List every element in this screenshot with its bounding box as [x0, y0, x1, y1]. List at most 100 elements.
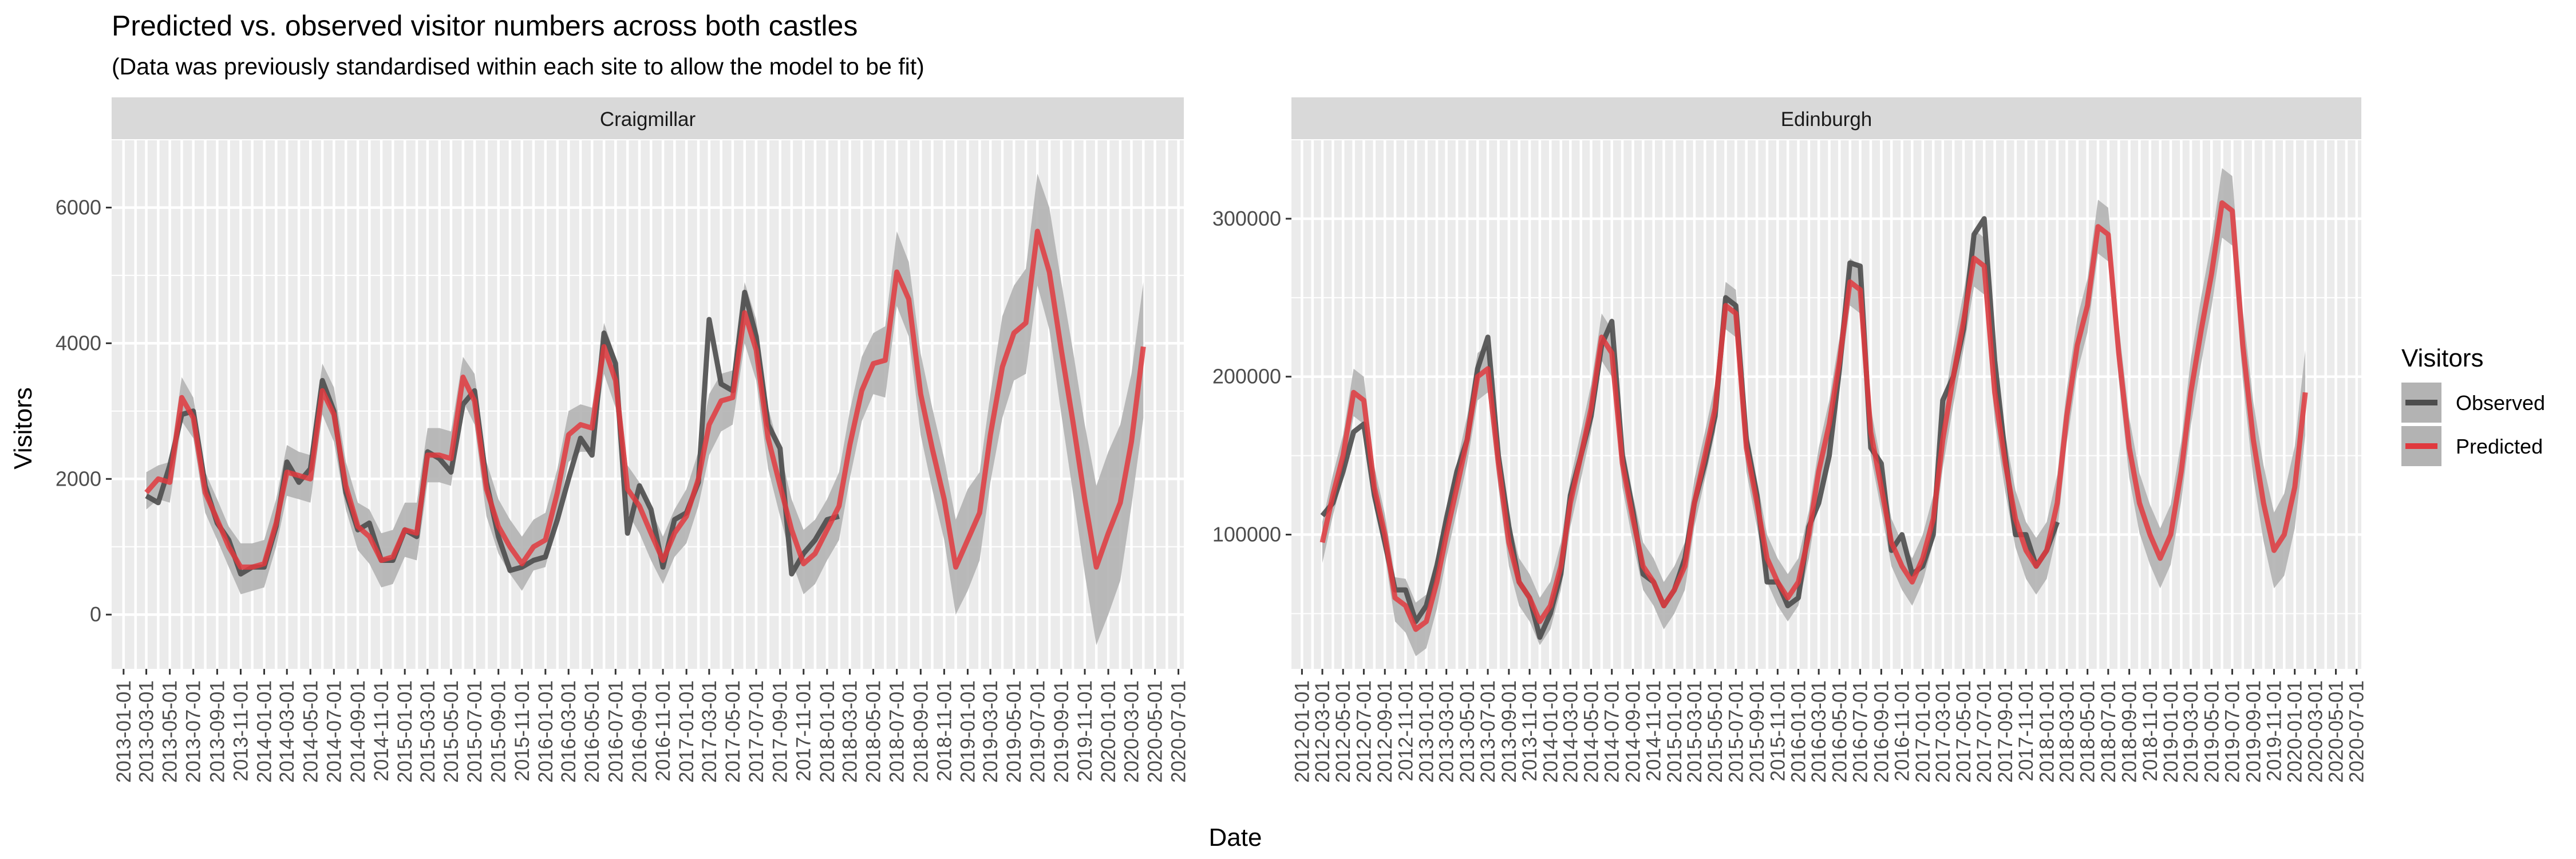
- x-tick-label: 2014-09-01: [347, 680, 369, 783]
- x-tick-label: 2013-09-01: [206, 680, 228, 783]
- x-tick-label: 2016-09-01: [1870, 680, 1893, 783]
- x-tick-label: 2018-03-01: [2056, 680, 2078, 783]
- legend-title: Visitors: [2401, 344, 2483, 372]
- y-tick-label: 4000: [56, 331, 101, 354]
- x-tick-label: 2016-11-01: [1891, 680, 1914, 781]
- x-tick-label: 2018-09-01: [2119, 680, 2141, 783]
- series-lines-edinburgh: [1319, 200, 2308, 640]
- x-tick-label: 2013-07-01: [1477, 680, 1499, 783]
- x-tick-label: 2017-03-01: [1932, 680, 1954, 783]
- x-tick-label: 2013-03-01: [136, 680, 158, 783]
- x-tick-label: 2020-05-01: [2325, 680, 2347, 783]
- x-tick-label: 2014-01-01: [1539, 680, 1562, 783]
- x-tick-label: 2017-05-01: [722, 680, 744, 783]
- x-tick-label: 2017-11-01: [793, 680, 815, 781]
- legend-item-predicted: Predicted: [2401, 426, 2543, 466]
- x-tick-label: 2015-05-01: [1704, 680, 1726, 783]
- x-tick-label: 2019-01-01: [2160, 680, 2182, 783]
- legend-item-observed: Observed: [2401, 383, 2545, 423]
- x-tick-label: 2017-11-01: [2015, 680, 2037, 781]
- x-tick-label: 2019-05-01: [1003, 680, 1025, 783]
- x-tick-label: 2014-07-01: [1601, 680, 1623, 783]
- chart-subtitle: (Data was previously standardised within…: [112, 53, 924, 80]
- x-tick-label: 2020-05-01: [1144, 680, 1167, 783]
- x-tick-label: 2012-11-01: [1394, 680, 1417, 781]
- x-tick-label: 2017-01-01: [1912, 680, 1934, 783]
- x-tick-label: 2013-05-01: [159, 680, 181, 783]
- x-tick-label: 2013-11-01: [1519, 680, 1541, 781]
- strip-label-craigmillar: Craigmillar: [600, 108, 696, 131]
- x-tick-label: 2019-09-01: [2242, 680, 2265, 783]
- x-tick-label: 2016-07-01: [605, 680, 627, 783]
- x-tick-label: 2018-07-01: [2097, 680, 2120, 783]
- x-tick-label: 2019-07-01: [2221, 680, 2243, 783]
- x-tick-label: 2017-01-01: [675, 680, 698, 783]
- x-tick-label: 2017-09-01: [1994, 680, 2017, 783]
- x-tick-label: 2017-07-01: [745, 680, 768, 783]
- x-tick-label: 2020-01-01: [1097, 680, 1120, 783]
- x-tick-label: 2014-05-01: [1580, 680, 1602, 783]
- x-tick-label: 2012-09-01: [1374, 680, 1396, 783]
- x-tick-label: 2013-11-01: [230, 680, 252, 781]
- x-tick-label: 2016-07-01: [1850, 680, 1872, 783]
- predicted-line-craigmillar: [144, 228, 1146, 570]
- x-tick-label: 2016-01-01: [535, 680, 557, 783]
- x-tick-label: 2020-01-01: [2284, 680, 2306, 783]
- x-tick-label: 2012-05-01: [1332, 680, 1354, 783]
- x-tick-label: 2018-07-01: [886, 680, 908, 783]
- x-tick-label: 2018-11-01: [933, 680, 955, 781]
- x-tick-label: 2015-07-01: [1725, 680, 1747, 783]
- x-tick-label: 2016-09-01: [629, 680, 651, 783]
- x-tick-label: 2017-09-01: [769, 680, 792, 783]
- x-tick-label: 2015-09-01: [1746, 680, 1768, 783]
- x-tick-label: 2019-09-01: [1050, 680, 1073, 783]
- x-tick-label: 2019-07-01: [1026, 680, 1049, 783]
- x-tick-label: 2019-11-01: [2263, 680, 2285, 781]
- x-tick-label: 2015-05-01: [440, 680, 463, 783]
- x-tick-label: 2014-07-01: [323, 680, 345, 783]
- y-tick-label: 200000: [1212, 365, 1281, 388]
- x-tick-label: 2012-07-01: [1353, 680, 1375, 783]
- x-tick-label: 2016-05-01: [581, 680, 603, 783]
- x-tick-label: 2019-01-01: [957, 680, 979, 783]
- x-tick-label: 2019-03-01: [979, 680, 1002, 783]
- x-tick-label: 2016-03-01: [558, 680, 580, 783]
- x-tick-label: 2016-05-01: [1828, 680, 1851, 783]
- x-tick-label: 2013-09-01: [1498, 680, 1520, 783]
- x-tick-label: 2013-01-01: [113, 680, 135, 783]
- strip-label-edinburgh: Edinburgh: [1781, 108, 1872, 131]
- x-tick-label: 2013-07-01: [183, 680, 205, 783]
- x-tick-label: 2019-03-01: [2180, 680, 2202, 783]
- x-tick-label: 2016-11-01: [652, 680, 674, 781]
- x-tick-label: 2014-01-01: [254, 680, 276, 783]
- x-tick-label: 2019-05-01: [2200, 680, 2223, 783]
- chart-title: Predicted vs. observed visitor numbers a…: [112, 10, 858, 42]
- x-tick-label: 2013-05-01: [1456, 680, 1479, 783]
- y-tick-label: 0: [90, 602, 101, 626]
- strip-edinburgh: [1291, 97, 2361, 140]
- x-tick-label: 2017-05-01: [1953, 680, 1975, 783]
- x-axis-title: Date: [1209, 823, 1262, 852]
- predicted-line-edinburgh: [1319, 200, 2308, 632]
- x-tick-label: 2015-07-01: [464, 680, 486, 783]
- series-lines-craigmillar: [144, 228, 1146, 577]
- x-tick-label: 2015-01-01: [1664, 680, 1686, 783]
- x-tick-label: 2014-09-01: [1622, 680, 1644, 783]
- x-tick-label: 2018-01-01: [2036, 680, 2058, 783]
- x-tick-label: 2013-03-01: [1436, 680, 1458, 783]
- x-tick-label: 2019-11-01: [1074, 680, 1096, 781]
- x-tick-label: 2014-03-01: [276, 680, 298, 783]
- legend: Visitors Observed Predicted: [2401, 344, 2545, 466]
- x-tick-label: 2016-03-01: [1808, 680, 1830, 783]
- x-tick-label: 2014-11-01: [370, 680, 393, 781]
- x-tick-label: 2018-05-01: [2077, 680, 2099, 783]
- x-tick-label: 2015-11-01: [511, 680, 534, 781]
- x-tick-label: 2018-09-01: [910, 680, 932, 783]
- x-tick-label: 2015-03-01: [1684, 680, 1706, 783]
- x-tick-label: 2015-01-01: [394, 680, 416, 783]
- x-tick-label: 2014-05-01: [299, 680, 322, 783]
- x-tick-label: 2018-03-01: [839, 680, 861, 783]
